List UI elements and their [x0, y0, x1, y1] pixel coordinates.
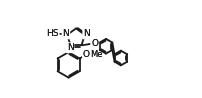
Text: N: N	[67, 43, 73, 52]
Text: N: N	[62, 29, 69, 38]
Text: O: O	[91, 39, 98, 48]
Text: O: O	[91, 39, 98, 48]
Text: N: N	[62, 29, 69, 38]
Text: Me: Me	[90, 50, 103, 59]
Text: O: O	[83, 50, 90, 59]
Text: O: O	[83, 50, 90, 59]
Text: O: O	[83, 50, 90, 59]
Text: O: O	[91, 39, 98, 48]
Text: N: N	[83, 29, 90, 38]
Text: N: N	[83, 29, 90, 38]
Text: N: N	[67, 43, 73, 52]
Text: N: N	[83, 29, 90, 38]
Text: N: N	[67, 43, 73, 52]
Text: Me: Me	[90, 50, 103, 59]
Text: HS: HS	[46, 29, 59, 38]
Text: N: N	[62, 29, 69, 38]
Text: HS: HS	[46, 29, 59, 38]
